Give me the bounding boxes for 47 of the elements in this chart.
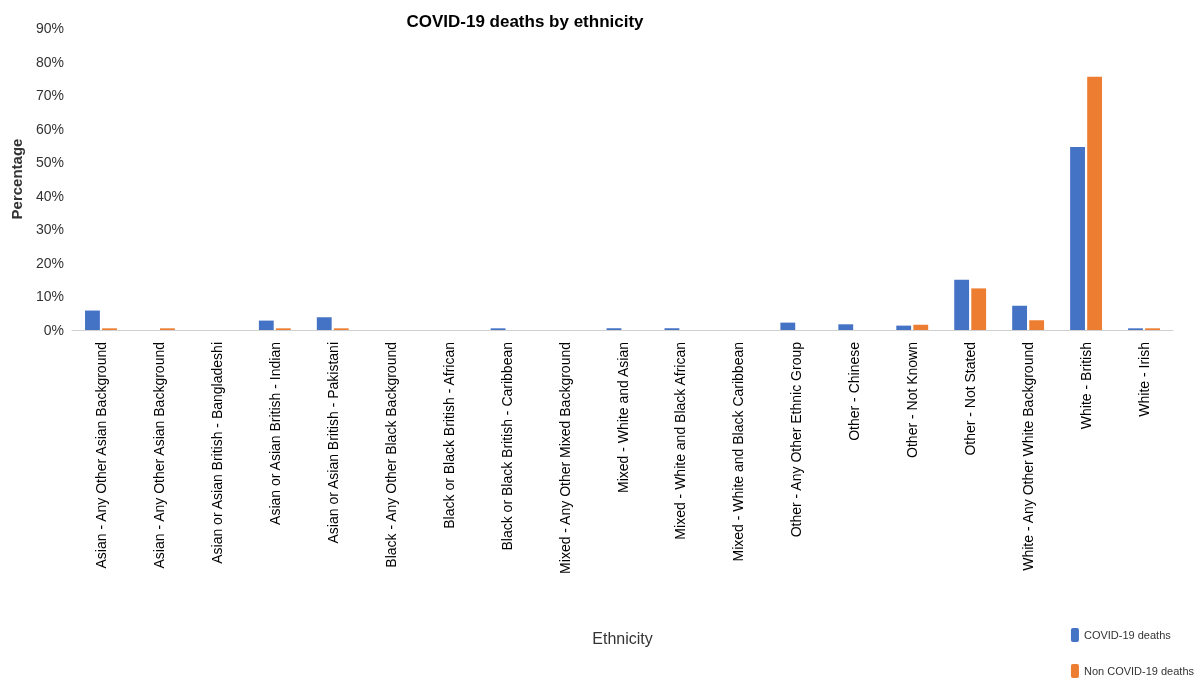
y-tick-label: 30% — [35, 221, 64, 238]
y-tick-label: 90% — [35, 20, 64, 36]
bar — [1087, 76, 1103, 330]
y-tick-label: 70% — [35, 87, 64, 104]
bar — [1070, 147, 1085, 330]
x-tick-label: Black - Any Other Black Background — [382, 342, 399, 568]
y-tick-label: 20% — [35, 254, 64, 271]
y-tick-label: 40% — [35, 187, 64, 204]
bar — [913, 324, 929, 330]
bar — [838, 324, 854, 330]
legend-label: Non COVID-19 deaths — [1083, 665, 1195, 677]
chart-title: COVID-19 deaths by ethnicity — [406, 12, 645, 31]
x-tick-label: Black or Black British - African — [440, 342, 457, 529]
legend-label: COVID-19 deaths — [1083, 629, 1172, 641]
x-tick-label: Asian or Asian British - Pakistani — [324, 342, 341, 544]
bar — [316, 317, 332, 330]
bar — [85, 310, 100, 330]
x-tick-label: Mixed - Any Other Mixed Background — [556, 342, 573, 574]
bar — [971, 288, 987, 330]
bar — [896, 325, 912, 330]
x-tick-label: White - Irish — [1136, 342, 1153, 417]
x-tick-label: Other - Not Stated — [962, 342, 979, 456]
x-tick-label: Mixed - White and Black Caribbean — [730, 342, 747, 562]
bar — [954, 279, 970, 330]
x-tick-label: Asian - Any Other Asian Background — [92, 342, 109, 569]
x-tick-label: Other - Not Known — [904, 342, 921, 458]
x-tick-label: Mixed - White and Asian — [614, 342, 631, 493]
y-tick-label: 10% — [35, 288, 64, 305]
x-tick-label: Other - Chinese — [846, 341, 863, 441]
bar — [1012, 305, 1028, 330]
y-tick-label: 50% — [35, 154, 64, 171]
x-axis-title: Ethnicity — [592, 629, 653, 647]
bar — [780, 322, 796, 330]
y-axis-title: Percentage — [8, 138, 25, 220]
y-tick-label: 0% — [43, 322, 64, 338]
x-tick-label: Mixed - White and Black African — [672, 342, 689, 540]
x-tick-label: White - Any Other White Background — [1020, 342, 1037, 571]
y-tick-label: 60% — [35, 120, 64, 137]
x-tick-label: Asian or Asian British - Bangladeshi — [208, 342, 225, 564]
bar — [258, 320, 274, 330]
x-tick-label: Asian or Asian British - Indian — [266, 342, 283, 525]
x-tick-label: Black or Black British - Caribbean — [498, 342, 515, 551]
x-tick-label: Asian - Any Other Asian Background — [150, 342, 167, 569]
bar — [1029, 320, 1045, 330]
x-tick-label: White - British — [1078, 342, 1095, 430]
x-tick-label: Other - Any Other Ethnic Group — [788, 341, 805, 538]
y-tick-label: 80% — [35, 53, 64, 70]
